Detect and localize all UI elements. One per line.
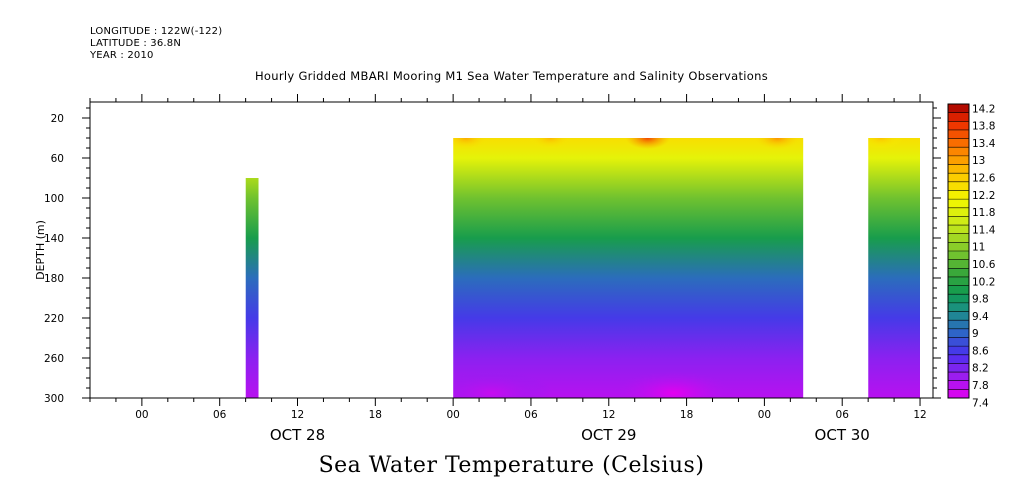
- longitude-label: LONGITUDE : 122W(-122): [90, 26, 223, 37]
- colorbar-bin: [948, 259, 969, 269]
- x-tick-label: 12: [291, 409, 304, 421]
- colorbar-bin: [948, 190, 969, 200]
- colorbar-bin: [948, 268, 969, 278]
- x-tick-label: 00: [758, 409, 771, 421]
- colorbar-bin: [948, 372, 969, 382]
- colorbar-label: 9.8: [972, 294, 989, 306]
- plot-frame: [89, 101, 934, 399]
- chart-title: Hourly Gridded MBARI Mooring M1 Sea Wate…: [254, 69, 769, 83]
- colorbar-bin: [948, 207, 969, 217]
- colorbar-bin: [948, 251, 969, 261]
- colorbar-label: 11.4: [972, 224, 996, 236]
- colorbar-bin: [948, 155, 969, 166]
- x-tick-label: 00: [135, 409, 148, 421]
- x-tick-label: 12: [602, 409, 615, 421]
- colorbar-label: 10.6: [972, 259, 996, 271]
- colorbar-bin: [948, 104, 969, 114]
- colorbar-bin: [948, 147, 969, 157]
- colorbar-bin: [948, 129, 969, 140]
- colorbar-label: 8.2: [972, 363, 989, 375]
- x-date-label: OCT 28: [270, 426, 325, 444]
- year-label: YEAR : 2010: [90, 50, 154, 61]
- colorbar-bin: [948, 311, 969, 321]
- colorbar-label: 13: [972, 155, 985, 167]
- x-tick-label: 00: [446, 409, 459, 421]
- data-gap: [803, 102, 869, 398]
- colorbar-bin: [948, 173, 969, 183]
- colorbar-bin: [948, 346, 969, 356]
- colorbar-frame: [947, 103, 970, 399]
- colorbar-bin: [948, 294, 969, 304]
- data-segment: [868, 138, 921, 398]
- colorbar-bin: [948, 138, 969, 148]
- colorbar-bin: [948, 354, 969, 364]
- colorbar-bin: [948, 320, 969, 330]
- colorbar-bin: [948, 216, 969, 226]
- variable-title: Sea Water Temperature (Celsius): [318, 453, 705, 478]
- colorbar-bin: [948, 276, 969, 287]
- colorbar-bin: [948, 233, 969, 243]
- x-tick-label: 06: [524, 409, 538, 421]
- x-tick-label: 18: [369, 409, 382, 421]
- colorbar-bin: [948, 112, 969, 122]
- colorbar-label: 7.8: [972, 380, 989, 392]
- y-tick-label: 60: [51, 153, 64, 165]
- y-tick-label: 180: [44, 273, 64, 285]
- colorbar-label: 12.2: [972, 190, 995, 202]
- data-gap: [920, 102, 933, 398]
- colorbar-bin: [948, 389, 969, 399]
- x-tick-label: 06: [213, 409, 227, 421]
- colorbar-label: 10.2: [972, 276, 995, 288]
- data-layer: [90, 102, 933, 398]
- colorbar-label: 14.2: [972, 103, 995, 115]
- data-gap: [258, 102, 454, 398]
- x-tick-label: 06: [836, 409, 850, 421]
- y-tick-label: 300: [44, 393, 64, 405]
- y-tick-label: 140: [44, 233, 64, 245]
- colorbar-bin: [948, 302, 969, 313]
- x-date-label: OCT 30: [815, 426, 870, 444]
- x-date-label: OCT 29: [581, 426, 636, 444]
- cold-spot: [613, 371, 734, 398]
- colorbar-label: 13.8: [972, 121, 995, 133]
- colorbar-bin: [948, 363, 969, 373]
- colorbar-label: 8.6: [972, 345, 989, 357]
- colorbar-label: 12.6: [972, 173, 996, 185]
- y-tick-label: 20: [51, 113, 64, 125]
- colorbar-label: 11: [972, 242, 985, 254]
- colorbar-bin: [948, 328, 969, 338]
- colorbar-bin: [948, 121, 969, 131]
- colorbar-label: 7.4: [972, 397, 989, 409]
- colorbar-bin: [948, 337, 969, 347]
- data-gap: [90, 102, 246, 398]
- colorbar-bin: [948, 225, 969, 235]
- colorbar-bin: [948, 199, 969, 209]
- y-tick-label: 260: [44, 353, 64, 365]
- latitude-label: LATITUDE : 36.8N: [90, 38, 182, 49]
- colorbar-label: 13.4: [972, 138, 996, 150]
- colorbar-bin: [948, 380, 969, 390]
- x-tick-label: 12: [913, 409, 926, 421]
- data-segment: [245, 178, 259, 398]
- y-axis-label: DEPTH (m): [34, 220, 47, 280]
- axes-layer: 00 06 12 18 00 06 12 18 00 06 12 OCT 28 OCT 29 OCT 30…: [34, 94, 941, 444]
- colorbar-label: 9: [972, 328, 979, 340]
- y-tick-label: 220: [44, 313, 64, 325]
- colorbar-bin: [948, 181, 969, 191]
- colorbar-bin: [948, 242, 969, 252]
- colorbar-label: 11.8: [972, 207, 995, 219]
- cold-spot: [432, 371, 553, 398]
- colorbar: 14.2 13.8 13.4 13 12.6 12.2 11.8 11.4 11 10.6 10.2…: [947, 103, 996, 409]
- data-segment: [453, 138, 804, 398]
- colorbar-label: 9.4: [972, 311, 989, 323]
- colorbar-bin: [948, 164, 969, 174]
- x-tick-label: 18: [680, 409, 693, 421]
- colorbar-bin: [948, 285, 969, 295]
- y-tick-label: 100: [44, 193, 64, 205]
